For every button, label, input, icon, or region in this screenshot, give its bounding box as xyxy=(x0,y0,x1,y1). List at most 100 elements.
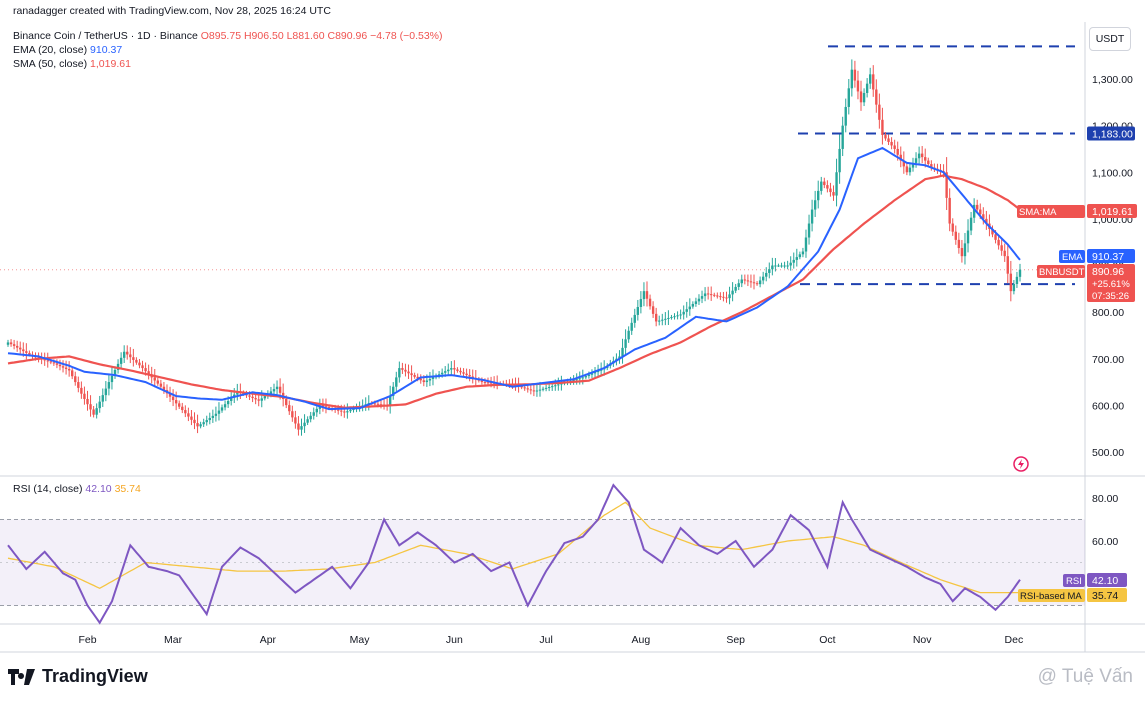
open-value: O895.75 xyxy=(200,30,242,42)
rsi-ma-badge-name-box xyxy=(1018,589,1085,602)
candle-body xyxy=(951,223,954,232)
candle-body xyxy=(761,276,765,281)
candle-body xyxy=(810,209,814,224)
candle-body xyxy=(789,262,792,266)
candle-body xyxy=(178,403,181,407)
currency-button[interactable]: USDT xyxy=(1089,27,1131,51)
candle-body xyxy=(43,359,46,361)
rsi-legend-value: 42.10 xyxy=(85,483,112,495)
candle-body xyxy=(670,317,673,319)
candle-body xyxy=(765,272,768,277)
rsi-ma-line xyxy=(7,501,1020,594)
candle-body xyxy=(1015,276,1019,284)
candle-body xyxy=(820,181,823,191)
candle-body xyxy=(523,387,526,389)
ema-legend-label: EMA (20, close) xyxy=(13,44,88,56)
candle-body xyxy=(110,376,114,383)
time-axis-tick: Mar xyxy=(164,634,183,646)
candle-body xyxy=(294,417,297,424)
candle-body xyxy=(658,320,661,322)
candle-body xyxy=(875,89,878,105)
candle-body xyxy=(948,197,951,224)
candle-body xyxy=(208,417,211,421)
candle-body xyxy=(584,376,588,378)
candle-body xyxy=(61,366,65,368)
candle-body xyxy=(113,369,117,377)
candle-body xyxy=(468,375,471,377)
candle-body xyxy=(804,237,808,252)
candle-body xyxy=(893,145,896,149)
candle-body xyxy=(343,411,346,413)
candle-body xyxy=(557,384,560,386)
candle-body xyxy=(529,389,533,391)
candle-body xyxy=(489,382,493,384)
candle-body xyxy=(217,410,221,414)
candle-body xyxy=(853,69,857,81)
candle-body xyxy=(596,370,600,373)
rsi-ma-legend-value: 35.74 xyxy=(114,483,141,495)
candle-body xyxy=(694,301,698,304)
candle-body xyxy=(248,395,251,397)
candle-body xyxy=(95,408,98,415)
candle-body xyxy=(89,404,92,410)
candle-body xyxy=(777,265,780,267)
alert-icon[interactable] xyxy=(1013,456,1029,472)
rsi-axis-tick: 80.00 xyxy=(1092,493,1118,505)
ema-line xyxy=(7,146,1021,411)
candle-body xyxy=(376,403,380,405)
candle-body xyxy=(823,181,826,186)
bnb-badge-name: BNBUSDT xyxy=(1039,267,1085,278)
candle-body xyxy=(535,390,539,392)
candle-body xyxy=(697,298,701,302)
candle-body xyxy=(945,172,948,198)
candle-body xyxy=(336,409,340,411)
candle-body xyxy=(547,387,551,389)
time-axis-tick: Jun xyxy=(446,634,463,646)
candle-body xyxy=(902,160,906,167)
candle-body xyxy=(1003,250,1006,257)
candle-body xyxy=(15,345,19,348)
time-axis-tick: Aug xyxy=(632,634,651,646)
bnb-badge-value: 890.96 xyxy=(1092,266,1124,278)
candle-body xyxy=(171,396,175,401)
tradingview-logo[interactable]: TradingView xyxy=(8,666,148,687)
ema-legend[interactable]: EMA (20, close) 910.37 xyxy=(13,44,122,56)
candle-body xyxy=(193,419,196,424)
candle-body xyxy=(28,352,31,355)
candle-body xyxy=(676,315,679,317)
candle-body xyxy=(107,382,111,389)
candle-body xyxy=(648,298,652,307)
candle-body xyxy=(985,218,988,224)
candle-body xyxy=(927,160,930,165)
candle-body xyxy=(71,370,74,377)
rsi-line xyxy=(7,483,1021,625)
candle-body xyxy=(80,387,83,394)
candle-body xyxy=(560,383,563,385)
candle-body xyxy=(291,411,294,418)
rsi-badge-name: RSI xyxy=(1066,576,1082,587)
candle-body xyxy=(899,154,902,161)
rsi-legend[interactable]: RSI (14, close) 42.10 35.74 xyxy=(13,483,141,495)
candle-body xyxy=(924,157,927,161)
candle-body xyxy=(673,316,676,318)
candle-body xyxy=(309,415,312,420)
candle-body xyxy=(541,388,545,390)
sma-legend[interactable]: SMA (50, close) 1,019.61 xyxy=(13,58,131,70)
candle-body xyxy=(722,296,725,298)
candle-body xyxy=(202,422,205,425)
candle-body xyxy=(982,214,985,219)
candle-body xyxy=(538,389,542,391)
bnb-badge-value-box xyxy=(1087,264,1135,302)
created-by-text: ranadagger created with TradingView.com,… xyxy=(13,5,331,17)
candle-body xyxy=(269,391,273,394)
sma-badge-value: 1,019.61 xyxy=(1092,206,1133,218)
candle-body xyxy=(74,376,77,383)
candle-body xyxy=(144,368,147,372)
candle-body xyxy=(795,257,799,260)
candle-body xyxy=(168,393,172,397)
candle-body xyxy=(710,294,713,296)
candle-body xyxy=(303,422,306,427)
candle-body xyxy=(991,228,994,235)
sma-line xyxy=(7,174,1021,409)
